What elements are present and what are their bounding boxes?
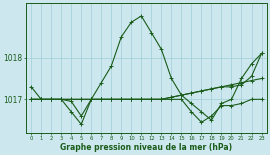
X-axis label: Graphe pression niveau de la mer (hPa): Graphe pression niveau de la mer (hPa) (60, 143, 232, 152)
